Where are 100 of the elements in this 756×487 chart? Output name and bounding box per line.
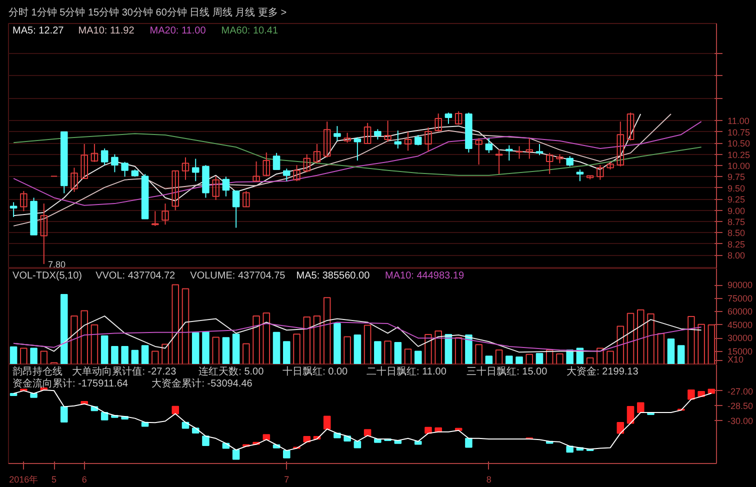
bar: [698, 324, 705, 364]
bar: [626, 312, 634, 364]
candlestick: [70, 167, 78, 192]
candlestick: [40, 203, 48, 265]
text: MA10: 11.92: [78, 25, 135, 36]
bar: [667, 338, 675, 364]
y-tick-label: 10.50: [728, 138, 750, 149]
candlestick: [566, 156, 574, 167]
bar: [506, 356, 513, 364]
bar: [677, 345, 685, 364]
bar: [30, 348, 38, 364]
candlestick: [374, 128, 382, 140]
bar: [100, 335, 108, 364]
bar: [303, 316, 311, 364]
bar: [424, 426, 432, 434]
y-tick-label: 8.25: [728, 239, 746, 250]
candlestick: [172, 170, 180, 211]
candlestick: [111, 154, 118, 173]
bar: [30, 393, 38, 398]
bar: [485, 356, 493, 364]
candlestick: [232, 190, 240, 228]
bar: [465, 334, 472, 364]
bar: [384, 340, 392, 364]
candlestick: [354, 136, 362, 162]
bar: [131, 350, 139, 364]
line-series: [13, 133, 702, 176]
bar: [566, 446, 574, 453]
annotation: 十日飘红: 0.00: [282, 365, 348, 378]
candlestick: [20, 190, 28, 212]
bar: [637, 402, 644, 414]
bar: [313, 316, 321, 364]
bar: [434, 330, 442, 364]
candlestick: [516, 146, 523, 160]
candlestick: [506, 144, 513, 162]
x-tick-label: 7: [284, 474, 290, 484]
candlestick: [100, 148, 108, 166]
bar: [242, 343, 250, 364]
bar: [20, 348, 28, 364]
candlestick: [182, 156, 190, 180]
bar: [364, 429, 372, 436]
chart-title: 分时 1分钟 5分钟 15分钟 30分钟 60分钟 日线 周线 月线 更多 >: [8, 6, 287, 18]
candlestick: [616, 121, 624, 167]
bar: [708, 324, 716, 364]
bar: [262, 434, 270, 440]
bar: [10, 346, 18, 364]
bar: [495, 349, 503, 364]
bar: [596, 348, 604, 364]
bar: [626, 406, 634, 424]
annotation: 7.80: [48, 260, 66, 270]
y-tick-label: 11.00: [728, 116, 750, 126]
bar: [162, 344, 169, 364]
x-tick-label: 8: [486, 474, 492, 484]
candlestick: [384, 120, 392, 142]
candlestick: [536, 143, 544, 156]
candlestick: [596, 164, 604, 180]
y-tick-label: 9.50: [728, 183, 746, 194]
bar: [182, 288, 190, 364]
text: MA5: 12.27: [12, 25, 64, 36]
bar: [374, 341, 382, 364]
bar: [232, 449, 240, 460]
candlestick: [526, 138, 534, 160]
candlestick: [424, 126, 432, 152]
bar: [465, 438, 472, 448]
bar: [688, 389, 695, 400]
bar: [637, 309, 644, 364]
bar: [80, 310, 88, 364]
candlestick: [485, 138, 493, 154]
bar: [172, 284, 180, 364]
candlestick: [152, 210, 159, 226]
candlestick: [364, 122, 372, 144]
bar: [444, 334, 452, 364]
bar: [475, 344, 482, 364]
candlestick: [10, 202, 18, 218]
candlestick: [444, 112, 452, 124]
bar: [202, 331, 210, 364]
y-tick-label: 9.25: [728, 194, 746, 205]
candlestick: [323, 121, 331, 158]
bar: [70, 316, 78, 364]
line-series: [13, 121, 702, 206]
bar: [272, 332, 280, 364]
y-tick-label: 10.75: [728, 127, 750, 138]
candlestick: [192, 158, 200, 182]
bar: [586, 357, 594, 364]
bar: [100, 412, 108, 420]
bar: [647, 313, 654, 364]
candlestick: [162, 203, 169, 226]
x-tick-label: 2016年: [9, 474, 38, 484]
bar: [222, 337, 230, 364]
bar: [232, 334, 240, 364]
line-series: [13, 389, 712, 452]
candlestick: [344, 132, 351, 144]
candlestick: [394, 130, 402, 149]
bar: [424, 334, 432, 364]
candlestick: [272, 152, 280, 170]
bar: [616, 422, 624, 434]
text: MA20: 11.00: [150, 25, 206, 36]
bar: [121, 346, 128, 364]
annotation: 大单动向累计值: -27.23: [72, 365, 177, 378]
y-tick-label: 60000: [728, 306, 753, 317]
y-tick-label: -28.50: [728, 401, 754, 412]
